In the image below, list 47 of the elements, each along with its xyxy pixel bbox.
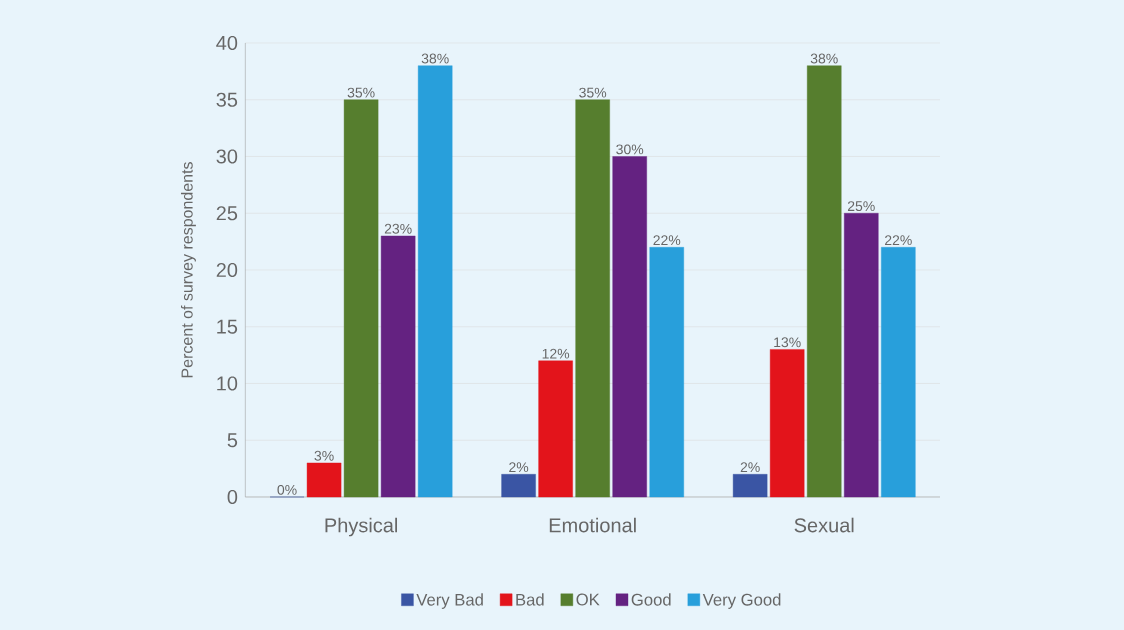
y-tick-label: 5 <box>227 433 238 448</box>
y-tick-label: 15 <box>217 319 238 334</box>
data-label: 35% <box>347 87 375 98</box>
bar <box>501 474 536 498</box>
data-label: 22% <box>885 235 912 246</box>
x-tick-label: Sexual <box>794 517 854 533</box>
bar <box>343 99 379 498</box>
y-tick-label: 10 <box>217 376 238 391</box>
y-tick-label: 0 <box>227 489 238 505</box>
data-label: 38% <box>810 53 838 64</box>
legend-label: Very Good <box>702 593 781 609</box>
data-label: 30% <box>616 144 644 155</box>
data-label: 25% <box>847 201 875 212</box>
y-tick-label: 35 <box>216 92 238 107</box>
data-label: 22% <box>653 235 681 246</box>
bar <box>649 247 684 498</box>
bar <box>844 213 879 498</box>
data-label: 3% <box>314 450 334 461</box>
data-label: 23% <box>384 223 412 234</box>
bar <box>380 235 416 498</box>
data-label: 12% <box>542 348 570 359</box>
bar <box>732 474 768 498</box>
y-tick-label: 40 <box>216 35 238 51</box>
x-tick-label: Emotional <box>549 517 636 533</box>
y-axis-title: Percent of survey respondents <box>180 162 196 378</box>
y-tick-label: 20 <box>216 262 238 278</box>
data-label: 38% <box>421 53 449 64</box>
bar <box>612 156 647 498</box>
bar <box>417 65 453 498</box>
bar <box>769 349 805 498</box>
legend-label: Bad <box>516 593 544 606</box>
legend-label: Very Bad <box>416 593 483 609</box>
data-label: 2% <box>740 462 760 473</box>
data-label: 13% <box>774 337 801 348</box>
bar <box>575 99 610 498</box>
bar <box>306 462 342 498</box>
x-tick-label: Physical <box>325 517 397 537</box>
y-tick-label: 25 <box>216 206 238 221</box>
legend-label: OK <box>576 593 600 606</box>
bar <box>881 247 916 498</box>
y-tick-label: 30 <box>216 149 238 164</box>
legend-label: Good <box>631 593 671 606</box>
bar <box>538 360 573 498</box>
bar <box>807 65 842 498</box>
data-label: 35% <box>579 87 607 98</box>
data-label: 2% <box>509 462 529 473</box>
data-label: 0% <box>277 484 297 495</box>
